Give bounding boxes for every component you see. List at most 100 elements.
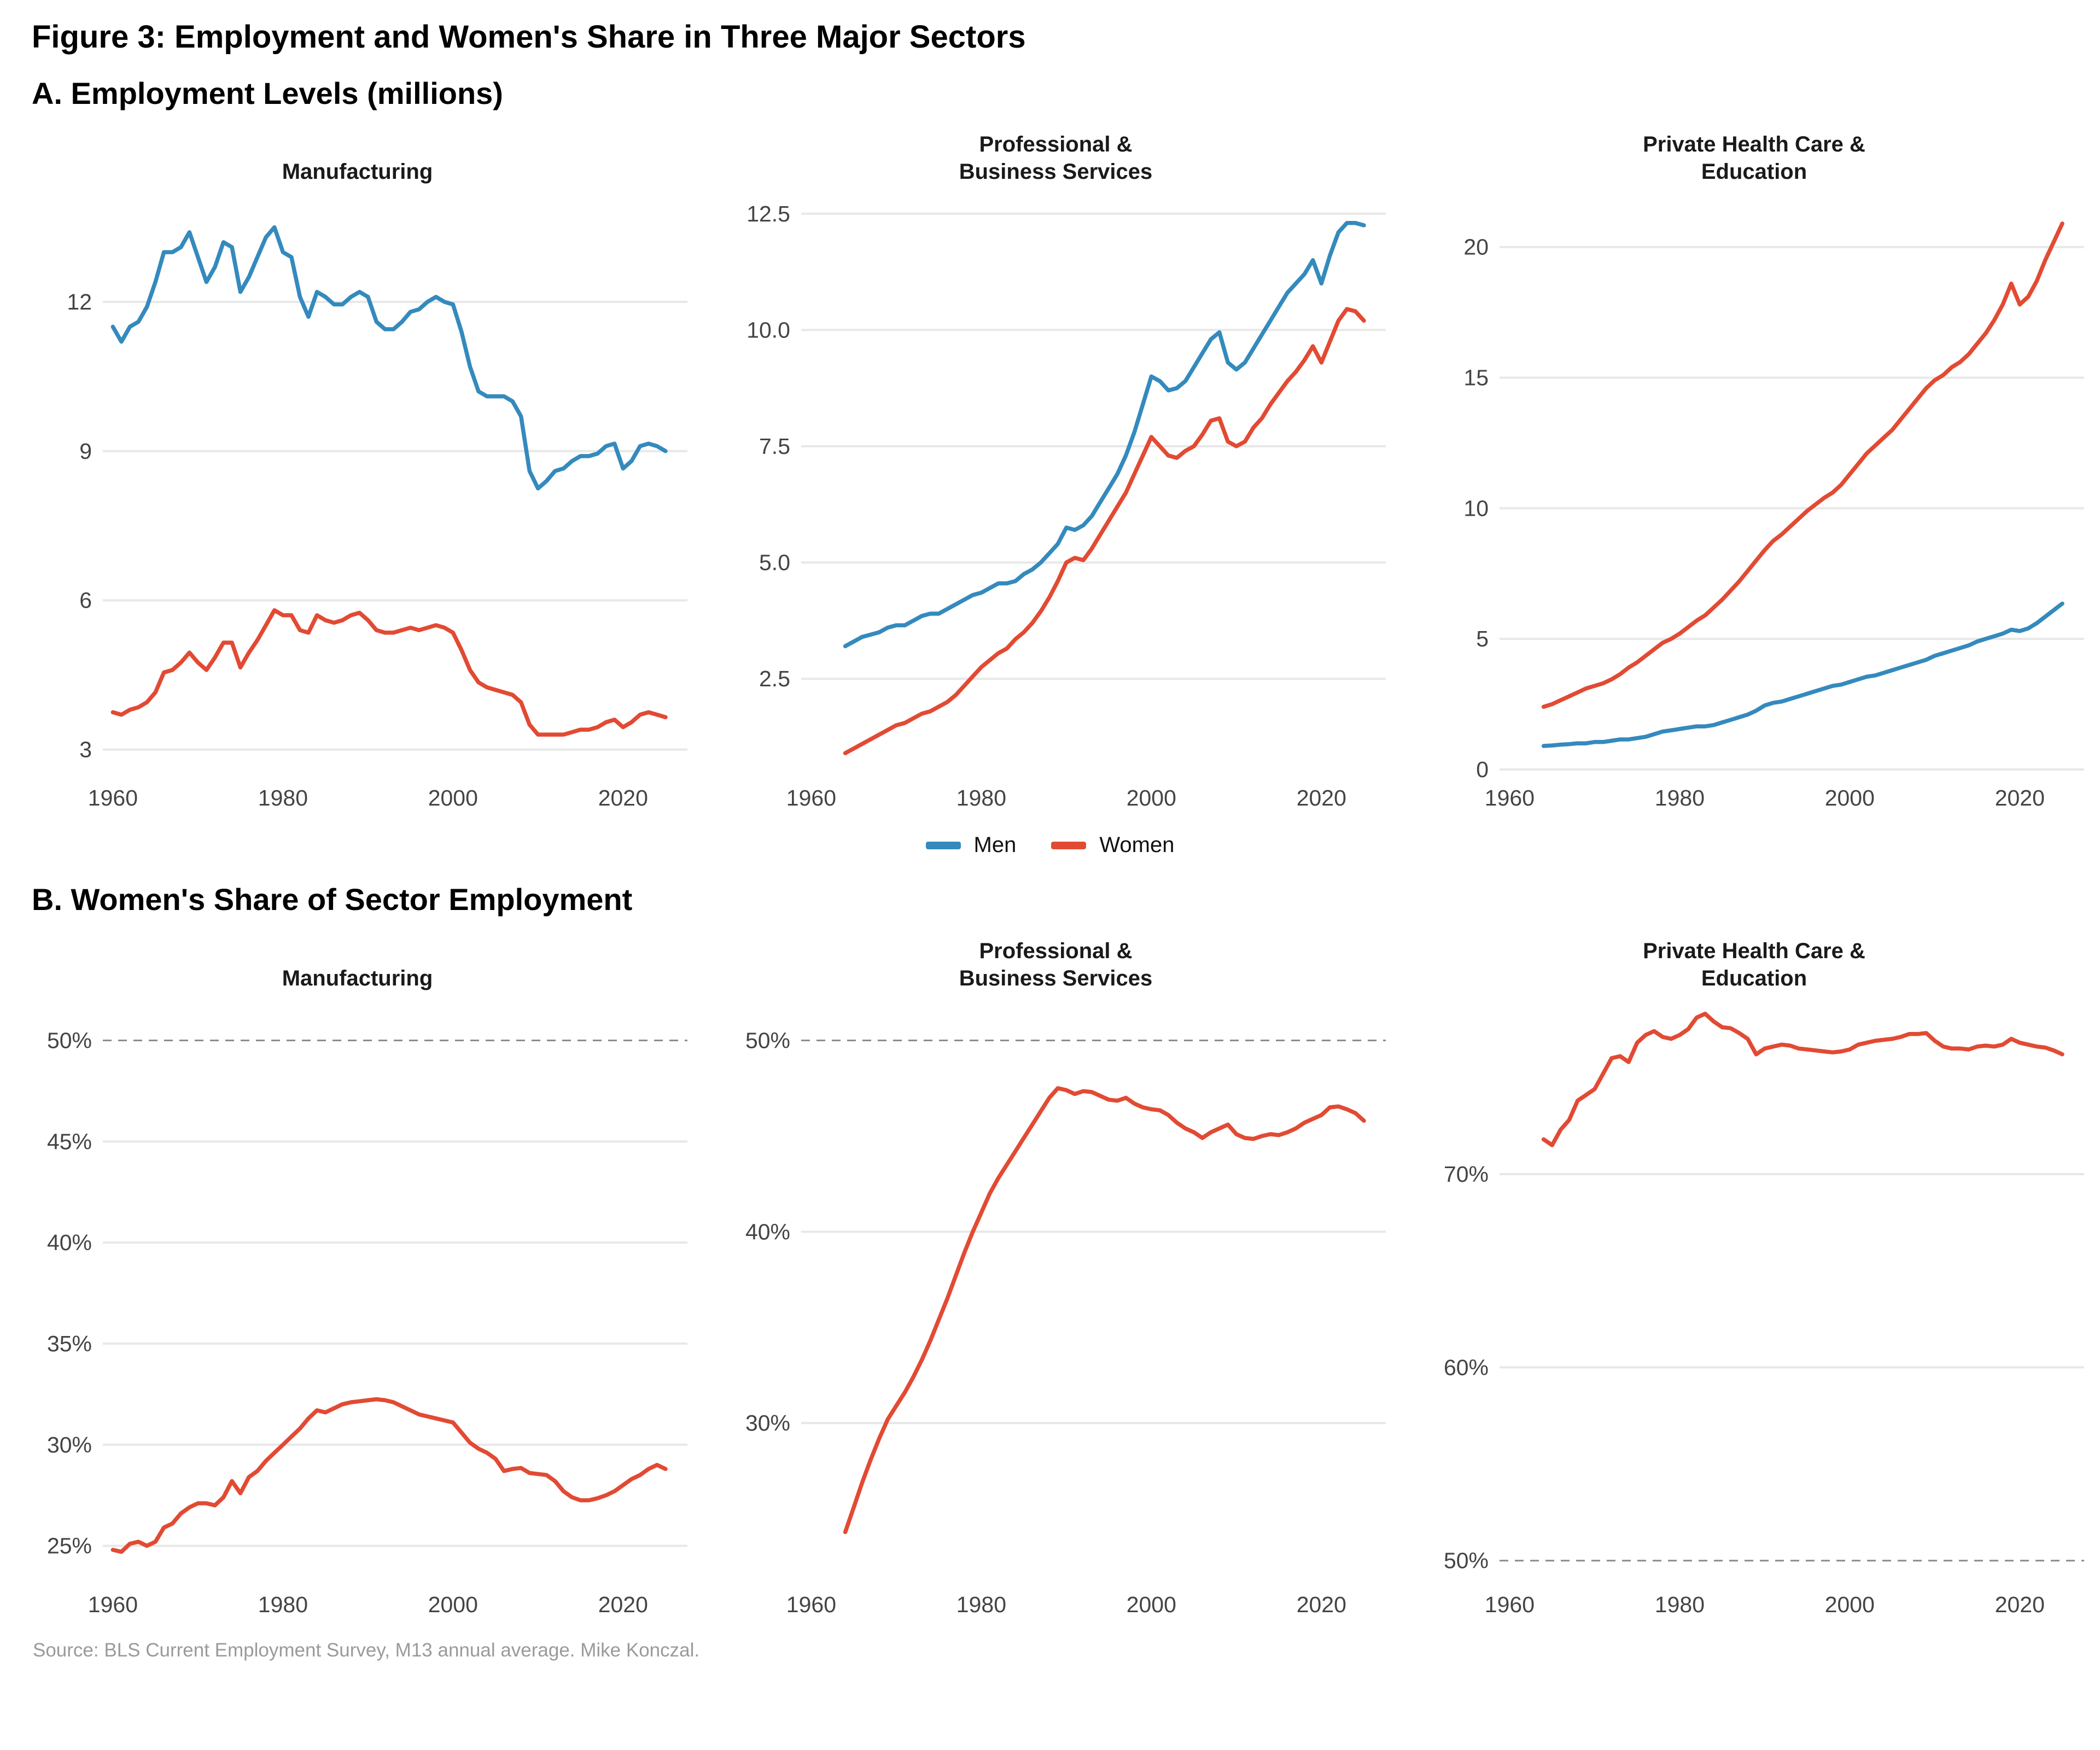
legend-swatch-men: [925, 841, 961, 849]
legend-item-men: Men: [925, 833, 1017, 858]
svg-text:2000: 2000: [1127, 785, 1176, 810]
svg-text:10: 10: [1463, 496, 1489, 521]
y-tick-labels: 50% 45% 40% 35% 30% 25%: [47, 1028, 92, 1558]
svg-text:10.0: 10.0: [746, 318, 790, 343]
svg-text:2020: 2020: [1995, 785, 2045, 810]
svg-text:2020: 2020: [1995, 1592, 2045, 1617]
svg-text:2.5: 2.5: [759, 667, 790, 692]
chart-title: Professional & Business Services: [724, 931, 1388, 992]
chart-title: Private Health Care & Education: [1422, 931, 2086, 992]
svg-text:2000: 2000: [1825, 785, 1875, 810]
chart-title-line: Manufacturing: [282, 160, 433, 184]
series-men-line: [1541, 602, 2064, 749]
panel-a-heading: A. Employment Levels (millions): [32, 75, 503, 110]
chart-title: Professional & Business Services: [724, 124, 1388, 185]
chart-title-line: Private Health Care &: [1643, 938, 1865, 963]
svg-text:2020: 2020: [598, 1592, 648, 1617]
svg-text:1980: 1980: [1655, 1592, 1705, 1617]
svg-text:6: 6: [79, 588, 92, 613]
svg-text:7.5: 7.5: [759, 434, 790, 459]
svg-text:50%: 50%: [1444, 1548, 1489, 1573]
y-gridlines: [1500, 1172, 2084, 1562]
chart-title-line: Private Health Care &: [1643, 132, 1865, 157]
svg-text:50%: 50%: [47, 1028, 92, 1053]
x-tick-labels: 1960 1980 2000 2020: [786, 1592, 1346, 1617]
chart-a-professional-business: Professional & Business Services 12.5 10.0…: [724, 124, 1388, 814]
figure: Figure 3: Employment and Women's Share i…: [0, 19, 2100, 1661]
y-gridlines: [801, 213, 1386, 680]
svg-text:2000: 2000: [1825, 1592, 1875, 1617]
series-men-line: [843, 221, 1366, 649]
svg-text:1980: 1980: [956, 785, 1006, 810]
series-women-line: [843, 307, 1366, 756]
y-gridlines: [801, 1039, 1386, 1425]
svg-text:35%: 35%: [47, 1331, 92, 1356]
svg-text:2020: 2020: [1297, 1592, 1346, 1617]
chart-title: Manufacturing: [25, 931, 690, 992]
legend: Men Women: [0, 833, 2100, 858]
svg-text:70%: 70%: [1444, 1162, 1489, 1187]
series-women-line: [110, 608, 668, 737]
chart-canvas: 12.5 10.0 7.5 5.0 2.5 1960 1980 2000 2020: [724, 185, 1388, 814]
y-tick-labels: 12.5 10.0 7.5 5.0 2.5: [746, 201, 790, 691]
figure-title: Figure 3: Employment and Women's Share i…: [32, 19, 1026, 55]
svg-text:20: 20: [1463, 235, 1489, 260]
y-gridlines: [1500, 246, 2084, 771]
legend-label-men: Men: [973, 833, 1017, 858]
chart-canvas: 50% 45% 40% 35% 30% 25% 1960 1980 2000 2020: [25, 992, 690, 1621]
chart-svg: 70% 60% 50% 1960 1980 2000 2020: [1444, 1011, 2084, 1617]
panel-a-charts: Manufacturing 12 9 6 3 1960 1980 2000 2020 Prof…: [0, 124, 2100, 814]
series-women-line: [1541, 1011, 2064, 1147]
chart-svg: 12 9 6 3 1960 1980 2000 2020: [67, 225, 687, 810]
chart-b-health-education: Private Health Care & Education 70% 60% 50%…: [1422, 931, 2086, 1621]
svg-text:25%: 25%: [47, 1533, 92, 1559]
x-tick-labels: 1960 1980 2000 2020: [1485, 1592, 2045, 1617]
series-women-line: [110, 1397, 668, 1554]
chart-canvas: 70% 60% 50% 1960 1980 2000 2020: [1422, 992, 2086, 1621]
svg-text:2000: 2000: [1127, 1592, 1176, 1617]
chart-b-professional-business: Professional & Business Services 50% 40% 30…: [724, 931, 1388, 1621]
y-tick-labels: 12 9 6 3: [67, 289, 92, 762]
chart-a-manufacturing: Manufacturing 12 9 6 3 1960 1980 2000 2020: [25, 124, 690, 814]
series-women-line: [1541, 221, 2064, 709]
chart-title: Private Health Care & Education: [1422, 124, 2086, 185]
svg-text:15: 15: [1463, 365, 1489, 390]
svg-text:1980: 1980: [956, 1592, 1006, 1617]
chart-title-line: Business Services: [959, 160, 1153, 184]
chart-title-line: Business Services: [959, 966, 1153, 990]
panel-b-heading: B. Women's Share of Sector Employment: [32, 882, 633, 917]
y-tick-labels: 20 15 10 5 0: [1463, 235, 1489, 782]
x-tick-labels: 1960 1980 2000 2020: [88, 785, 648, 810]
svg-text:1960: 1960: [1485, 785, 1535, 810]
chart-title-line: Professional &: [979, 132, 1133, 157]
y-gridlines: [103, 301, 687, 751]
chart-title-line: Professional &: [979, 938, 1133, 963]
series-women-line: [843, 1086, 1366, 1535]
x-tick-labels: 1960 1980 2000 2020: [88, 1592, 648, 1617]
svg-text:9: 9: [79, 439, 92, 464]
chart-title-line: Education: [1701, 160, 1807, 184]
svg-text:12: 12: [67, 289, 92, 314]
svg-text:5.0: 5.0: [759, 550, 790, 575]
y-tick-labels: 70% 60% 50%: [1444, 1162, 1489, 1573]
svg-text:2020: 2020: [598, 785, 648, 810]
svg-text:45%: 45%: [47, 1129, 92, 1154]
x-tick-labels: 1960 1980 2000 2020: [786, 785, 1346, 810]
chart-svg: 20 15 10 5 0 1960 1980 2000 2020: [1463, 221, 2084, 810]
svg-text:1980: 1980: [1655, 785, 1705, 810]
svg-text:2000: 2000: [428, 785, 478, 810]
chart-b-manufacturing: Manufacturing 50% 45% 40% 35% 30% 25% 1960 1980…: [25, 931, 690, 1621]
legend-item-women: Women: [1051, 833, 1174, 858]
svg-text:2000: 2000: [428, 1592, 478, 1617]
svg-text:40%: 40%: [745, 1219, 790, 1244]
svg-text:1960: 1960: [786, 785, 836, 810]
chart-title-line: Manufacturing: [282, 966, 433, 990]
svg-text:12.5: 12.5: [746, 201, 790, 226]
series-men-line: [110, 225, 668, 491]
chart-title-line: Education: [1701, 966, 1807, 990]
svg-text:3: 3: [79, 737, 92, 762]
chart-svg: 50% 45% 40% 35% 30% 25% 1960 1980 2000 2020: [47, 1028, 687, 1617]
svg-text:1960: 1960: [1485, 1592, 1535, 1617]
chart-canvas: 12 9 6 3 1960 1980 2000 2020: [25, 185, 690, 814]
svg-text:30%: 30%: [47, 1432, 92, 1457]
